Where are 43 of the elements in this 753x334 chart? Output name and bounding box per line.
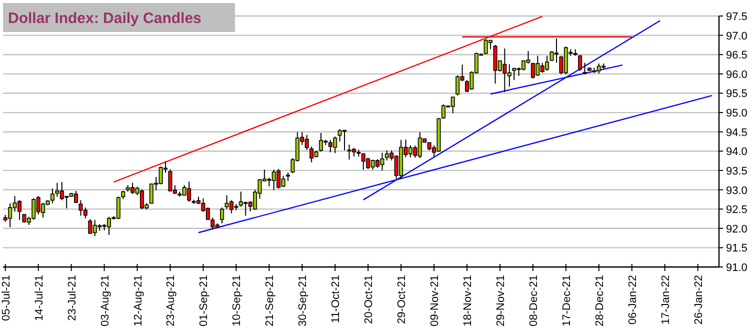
- y-tick-label: 92.5: [726, 204, 748, 216]
- x-tick-label: 26-Jan-22: [692, 275, 705, 325]
- x-tick-label: 30-Sep-21: [297, 275, 310, 326]
- y-tick-label: 97.5: [726, 11, 748, 23]
- x-tick-label: 11-Oct-21: [330, 275, 342, 324]
- x-tick-label: 18-Nov-21: [462, 275, 474, 326]
- candlestick: [17, 200, 22, 220]
- x-tick-label: 17-Dec-21: [560, 275, 573, 326]
- x-tick-label: 14-Jul-21: [33, 275, 46, 321]
- candlestick: [554, 38, 558, 64]
- y-tick-label: 92.0: [726, 223, 748, 236]
- candlestick: [578, 54, 582, 72]
- y-tick-label: 95.0: [726, 108, 748, 120]
- x-tick-label: 01-Sep-21: [198, 275, 210, 326]
- x-tick-label: 03-Aug-21: [99, 275, 112, 326]
- y-tick-label: 93.5: [726, 165, 748, 178]
- candlestick: [220, 207, 224, 224]
- y-tick-label: 93.0: [726, 184, 748, 197]
- x-tick-label: 12-Aug-21: [132, 275, 144, 326]
- y-tick-label: 96.0: [726, 68, 748, 81]
- x-tick-label: 20-Oct-21: [363, 275, 376, 324]
- x-tick-label: 10-Sep-21: [231, 275, 244, 326]
- chart-title: Dollar Index: Daily Candles: [8, 10, 202, 27]
- y-tick-label: 94.5: [726, 126, 748, 139]
- y-tick-label: 94.0: [726, 146, 748, 158]
- candlestick: [50, 188, 54, 204]
- x-tick-label: 08-Dec-21: [528, 275, 540, 326]
- y-tick-label: 97.0: [726, 30, 748, 42]
- x-tick-label: 29-Oct-21: [396, 275, 408, 324]
- y-tick-label: 91.0: [726, 262, 748, 274]
- x-tick-label: 23-Aug-21: [165, 275, 178, 326]
- x-tick-label: 21-Sep-21: [264, 275, 276, 326]
- y-tick-label: 96.5: [726, 50, 748, 62]
- x-tick-label: 29-Nov-21: [494, 275, 507, 326]
- x-tick-label: 09-Nov-21: [429, 275, 442, 326]
- candlestick: [582, 62, 587, 75]
- x-tick-label: 17-Jan-22: [660, 275, 672, 325]
- y-tick-label: 95.5: [726, 88, 748, 100]
- x-tick-label: 28-Dec-21: [594, 275, 606, 326]
- y-tick-label: 91.5: [726, 242, 748, 255]
- x-tick-label: 06-Jan-22: [626, 275, 639, 325]
- x-tick-label: 23-Jul-21: [66, 275, 78, 321]
- x-tick-label: 05-Jul-21: [0, 275, 12, 321]
